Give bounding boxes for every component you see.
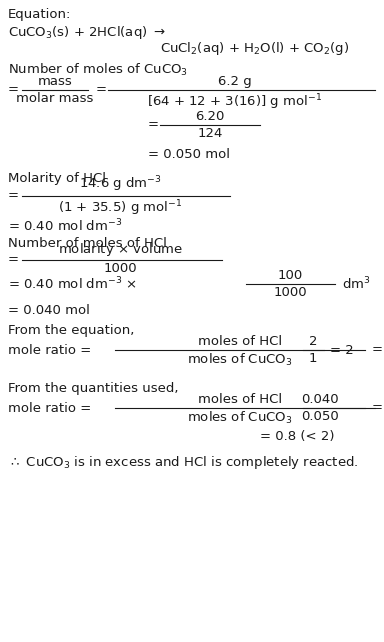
Text: =: =: [8, 83, 19, 96]
Text: moles of CuCO$_3$: moles of CuCO$_3$: [187, 410, 293, 426]
Text: molar mass: molar mass: [16, 92, 94, 105]
Text: [64 + 12 + 3(16)] g mol$^{-1}$: [64 + 12 + 3(16)] g mol$^{-1}$: [147, 92, 323, 112]
Text: 14.6 g dm$^{-3}$: 14.6 g dm$^{-3}$: [79, 175, 161, 194]
Text: =: =: [148, 119, 159, 132]
Text: Number of moles of CuCO$_3$: Number of moles of CuCO$_3$: [8, 62, 188, 78]
Text: =: =: [8, 189, 19, 202]
Text: 0.040: 0.040: [301, 393, 339, 406]
Text: = 0.040 mol: = 0.040 mol: [8, 304, 90, 317]
Text: moles of HCl: moles of HCl: [198, 335, 282, 348]
Text: = 0.050 mol: = 0.050 mol: [148, 148, 230, 161]
Text: moles of CuCO$_3$: moles of CuCO$_3$: [187, 352, 293, 368]
Text: molarity $\times$ volume: molarity $\times$ volume: [58, 241, 182, 258]
Text: = 2: = 2: [330, 343, 354, 356]
Text: Number of moles of HCl: Number of moles of HCl: [8, 237, 167, 250]
Text: =: =: [8, 254, 19, 266]
Text: mole ratio =: mole ratio =: [8, 401, 91, 415]
Text: = 0.40 mol dm$^{-3}$: = 0.40 mol dm$^{-3}$: [8, 218, 122, 234]
Text: 2: 2: [309, 335, 317, 348]
Text: (1 + 35.5) g mol$^{-1}$: (1 + 35.5) g mol$^{-1}$: [58, 198, 182, 218]
Text: moles of HCl: moles of HCl: [198, 393, 282, 406]
Text: Molarity of HCl: Molarity of HCl: [8, 172, 106, 185]
Text: 6.20: 6.20: [195, 110, 225, 123]
Text: 1000: 1000: [103, 262, 137, 275]
Text: mass: mass: [38, 75, 72, 88]
Text: 0.050: 0.050: [301, 410, 339, 423]
Text: dm$^3$: dm$^3$: [342, 275, 371, 292]
Text: 124: 124: [197, 127, 223, 140]
Text: $\therefore$ CuCO$_3$ is in excess and HCl is completely reacted.: $\therefore$ CuCO$_3$ is in excess and H…: [8, 454, 358, 471]
Text: 100: 100: [277, 269, 303, 282]
Text: CuCl$_2$(aq) + H$_2$O(l) + CO$_2$(g): CuCl$_2$(aq) + H$_2$O(l) + CO$_2$(g): [160, 40, 349, 57]
Text: = 0.8 (< 2): = 0.8 (< 2): [260, 430, 334, 443]
Text: = 0.40 mol dm$^{-3}$ $\times$: = 0.40 mol dm$^{-3}$ $\times$: [8, 275, 137, 292]
Text: From the equation,: From the equation,: [8, 324, 134, 337]
Text: =: =: [96, 83, 107, 96]
Text: =: =: [372, 343, 383, 356]
Text: Equation:: Equation:: [8, 8, 71, 21]
Text: From the quantities used,: From the quantities used,: [8, 382, 179, 395]
Text: 1000: 1000: [273, 286, 307, 299]
Text: 6.2 g: 6.2 g: [218, 75, 252, 88]
Text: CuCO$_3$(s) + 2HCl(aq) $\rightarrow$: CuCO$_3$(s) + 2HCl(aq) $\rightarrow$: [8, 24, 166, 41]
Text: =: =: [372, 401, 383, 415]
Text: 1: 1: [309, 352, 317, 365]
Text: mole ratio =: mole ratio =: [8, 343, 91, 356]
